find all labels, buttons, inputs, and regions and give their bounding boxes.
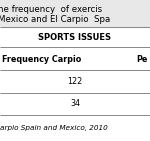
Text: Pe: Pe [137, 56, 148, 64]
Text: 34: 34 [70, 100, 80, 109]
Text: Frequency Carpio: Frequency Carpio [2, 56, 81, 64]
Text: he frequency  of exercis: he frequency of exercis [0, 5, 102, 15]
Bar [0, 0, 150, 27]
Text: Mexico and El Carpio  Spa: Mexico and El Carpio Spa [0, 16, 110, 25]
Text: arpio Spain and Mexico, 2010: arpio Spain and Mexico, 2010 [0, 125, 108, 131]
Text: 122: 122 [67, 78, 83, 86]
Text: SPORTS ISSUES: SPORTS ISSUES [39, 32, 111, 41]
